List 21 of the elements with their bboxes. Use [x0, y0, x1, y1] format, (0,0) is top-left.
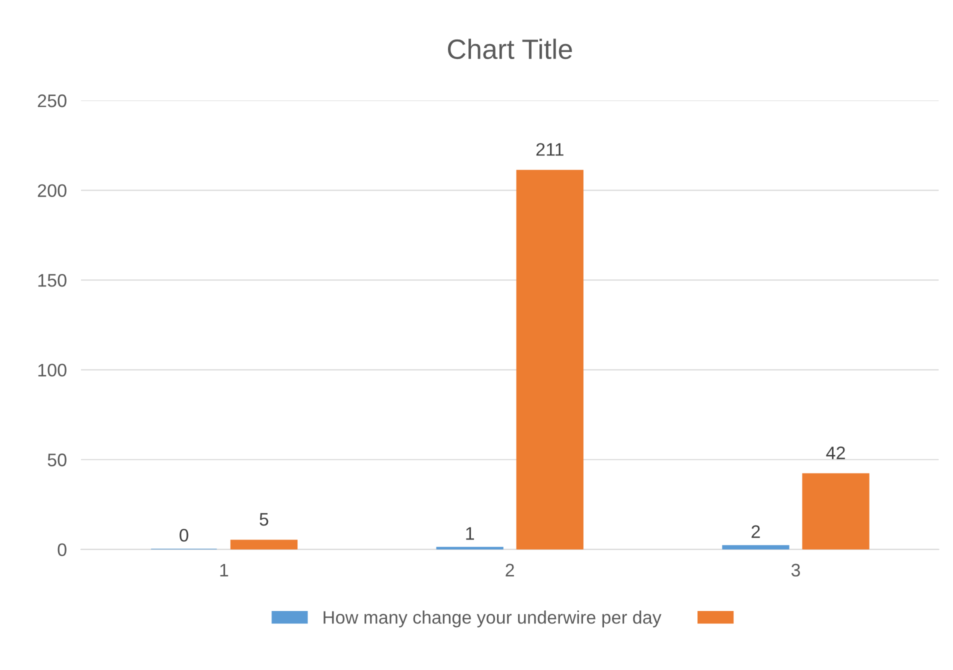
data-label: 1: [466, 527, 474, 540]
y-tick-label: 50: [48, 454, 66, 466]
y-tick-label: 250: [38, 94, 66, 108]
data-label: 5: [260, 513, 268, 526]
y-tick-label: 150: [38, 274, 66, 287]
data-label: 0: [180, 528, 188, 542]
bar: [230, 540, 298, 550]
data-label: 42: [826, 446, 845, 460]
bar: [722, 545, 790, 550]
bar: [802, 473, 870, 550]
chart-title: Chart Title: [448, 38, 572, 60]
data-label: 211: [536, 143, 564, 156]
x-tick-label: 1: [220, 564, 228, 576]
y-tick-label: 0: [58, 543, 66, 556]
x-tick-label: 2: [506, 564, 514, 576]
y-tick-label: 200: [38, 184, 66, 197]
x-tick-label: 3: [791, 564, 800, 577]
data-label: 2: [752, 525, 760, 538]
legend-label: How many change your underwire per day: [324, 610, 662, 628]
y-tick-label: 100: [38, 364, 66, 377]
bar: [516, 170, 584, 550]
